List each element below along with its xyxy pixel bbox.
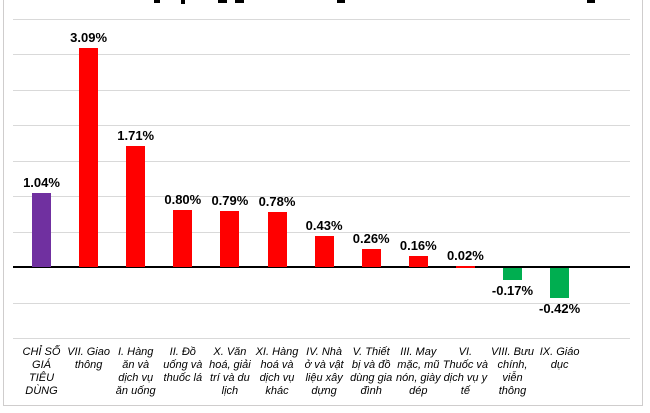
gridline [13, 231, 630, 233]
gridline [13, 338, 630, 339]
bar-value-label: 0.16% [399, 237, 437, 253]
bar-transport [79, 47, 99, 267]
category-label-garments-hats-footwear: III. May mặc, mũ nón, giày dép [395, 346, 441, 397]
category-label-education: IX. Giáo dục [539, 346, 580, 371]
title-fragment [181, 0, 185, 4]
category-label-medicine-and-health-services: VI. Thuốc và dịch vụ y tế [442, 346, 489, 397]
chart-border [3, 0, 643, 406]
bar-beverages-and-tobacco [173, 210, 193, 267]
bar-value-label: 0.02% [446, 247, 484, 263]
bar-post-and-telecommunications [503, 268, 522, 281]
bar-value-label: 0.43% [305, 218, 343, 234]
category-label-other-goods-and-services: XI. Hàng hoá và dịch vụ khác [255, 346, 299, 397]
bar-cpi-overall [32, 193, 51, 267]
category-label-food-and-catering-services: I. Hàng ăn và dịch vụ ăn uống [115, 346, 156, 397]
bar-garments-hats-footwear [408, 255, 428, 267]
title-fragment [154, 0, 160, 3]
bar-education [550, 268, 570, 298]
bar-culture-entertainment-tourism [220, 210, 240, 267]
bar-value-label: 1.04% [23, 175, 60, 191]
category-label-housing-and-construction-materials: IV. Nhà ở và vật liệu xây dựng [304, 346, 344, 397]
category-label-cpi-overall: CHỈ SỐ GIÁ TIÊU DÙNG [22, 346, 61, 397]
gridline [13, 302, 630, 304]
bar-value-label: 1.71% [117, 127, 155, 143]
bar-food-and-catering-services [126, 145, 146, 267]
category-label-beverages-and-tobacco: II. Đồ uống và thuốc lá [163, 346, 203, 384]
gridline [13, 196, 630, 197]
category-label-culture-entertainment-tourism: X. Văn hoá, giải trí và du lịch [209, 346, 251, 397]
bar-value-label: 0.78% [258, 193, 296, 209]
gridline [13, 89, 630, 91]
bar-value-label: -0.17% [491, 283, 534, 299]
category-label-household-equipment-and-appliances: V. Thiết bị và đồ dùng gia đình [350, 346, 393, 397]
title-fragment [218, 0, 227, 3]
title-fragment [337, 0, 345, 3]
bar-value-label: 0.79% [211, 192, 249, 208]
category-label-post-and-telecommunications: VIII. Bưu chính, viễn thông [490, 346, 535, 397]
title-fragment [235, 0, 244, 3]
gridline [13, 18, 630, 20]
title-fragment [587, 0, 595, 3]
bar-medicine-and-health-services [455, 265, 475, 268]
bar-value-label: -0.42% [538, 300, 581, 316]
bar-value-label: 0.26% [352, 230, 390, 246]
bar-value-label: 0.80% [164, 192, 202, 208]
bar-other-goods-and-services [267, 211, 287, 267]
bar-housing-and-construction-materials [314, 236, 334, 267]
zero-axis-line [13, 266, 630, 268]
gridline [13, 54, 630, 55]
category-label-transport: VII. Giao thông [67, 346, 110, 371]
gridline [13, 125, 630, 126]
bar-value-label: 3.09% [70, 29, 108, 45]
bar-household-equipment-and-appliances [361, 248, 381, 267]
gridline [13, 160, 630, 162]
